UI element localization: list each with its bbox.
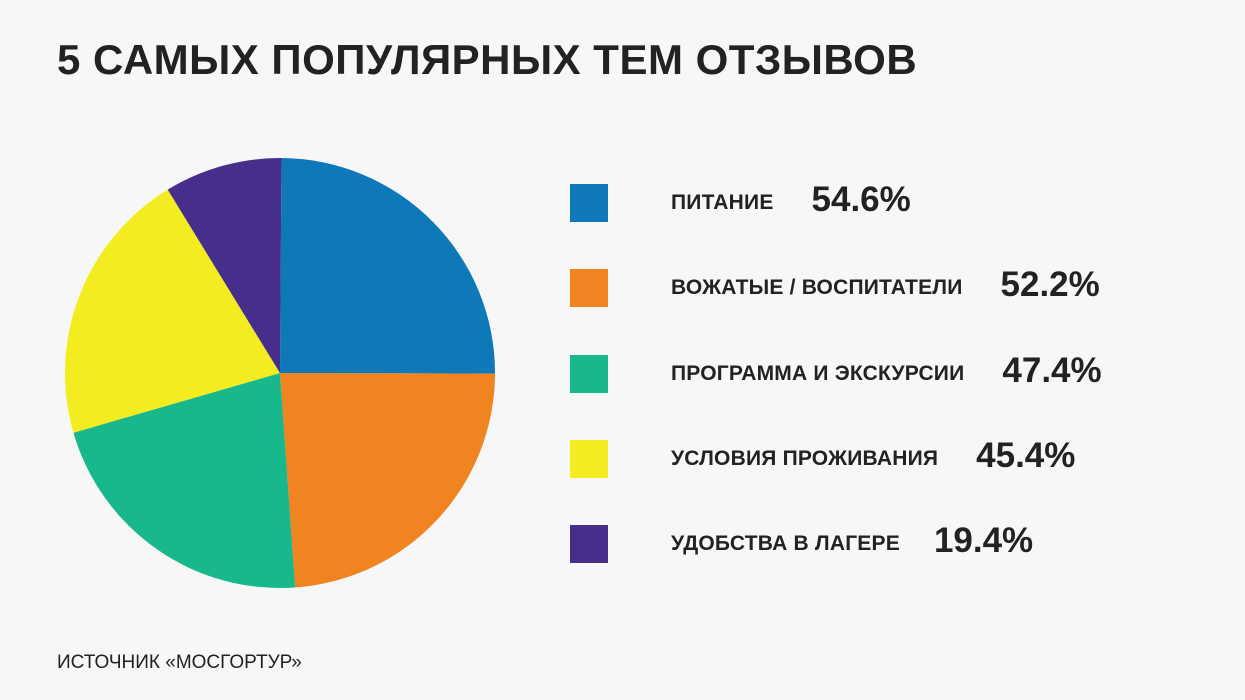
legend-label: УСЛОВИЯ ПРОЖИВАНИЯ bbox=[671, 447, 939, 470]
legend-item-food: ПИТАНИЕ 54.6% bbox=[570, 180, 911, 222]
pie-slice-accommodation bbox=[65, 189, 280, 433]
legend-label: ПИТАНИЕ bbox=[671, 191, 774, 214]
legend-label: ВОЖАТЫЕ / ВОСПИТАТЕЛИ bbox=[671, 276, 963, 299]
legend-swatch bbox=[570, 269, 608, 307]
source-note: ИСТОЧНИК «МОСГОРТУР» bbox=[57, 652, 302, 673]
legend-item-amenities: УДОБСТВА В ЛАГЕРЕ 19.4% bbox=[570, 521, 1033, 563]
legend-item-accommodation: УСЛОВИЯ ПРОЖИВАНИЯ 45.4% bbox=[570, 436, 1075, 478]
legend-value: 52.2% bbox=[1000, 265, 1100, 304]
legend-value: 19.4% bbox=[933, 521, 1034, 560]
legend-swatch bbox=[570, 184, 608, 222]
legend-value: 47.4% bbox=[1002, 351, 1102, 390]
legend-value: 45.4% bbox=[976, 436, 1076, 475]
legend-item-program: ПРОГРАММА И ЭКСКУРСИИ 47.4% bbox=[570, 351, 1102, 393]
legend-swatch bbox=[570, 355, 608, 393]
pie-slice-amenities bbox=[167, 158, 282, 373]
legend-swatch bbox=[570, 525, 608, 563]
pie-chart bbox=[65, 158, 496, 588]
legend-value: 54.6% bbox=[811, 180, 911, 219]
pie-slice-counselors bbox=[280, 373, 495, 588]
pie-slice-program bbox=[73, 373, 296, 588]
legend-label: ПРОГРАММА И ЭКСКУРСИИ bbox=[671, 362, 965, 385]
pie-slice-food bbox=[280, 158, 496, 374]
chart-title: 5 САМЫХ ПОПУЛЯРНЫХ ТЕМ ОТЗЫВОВ bbox=[57, 36, 918, 83]
legend-item-counselors: ВОЖАТЫЕ / ВОСПИТАТЕЛИ 52.2% bbox=[570, 265, 1100, 307]
legend-label: УДОБСТВА В ЛАГЕРЕ bbox=[671, 532, 900, 555]
legend-swatch bbox=[570, 440, 608, 478]
